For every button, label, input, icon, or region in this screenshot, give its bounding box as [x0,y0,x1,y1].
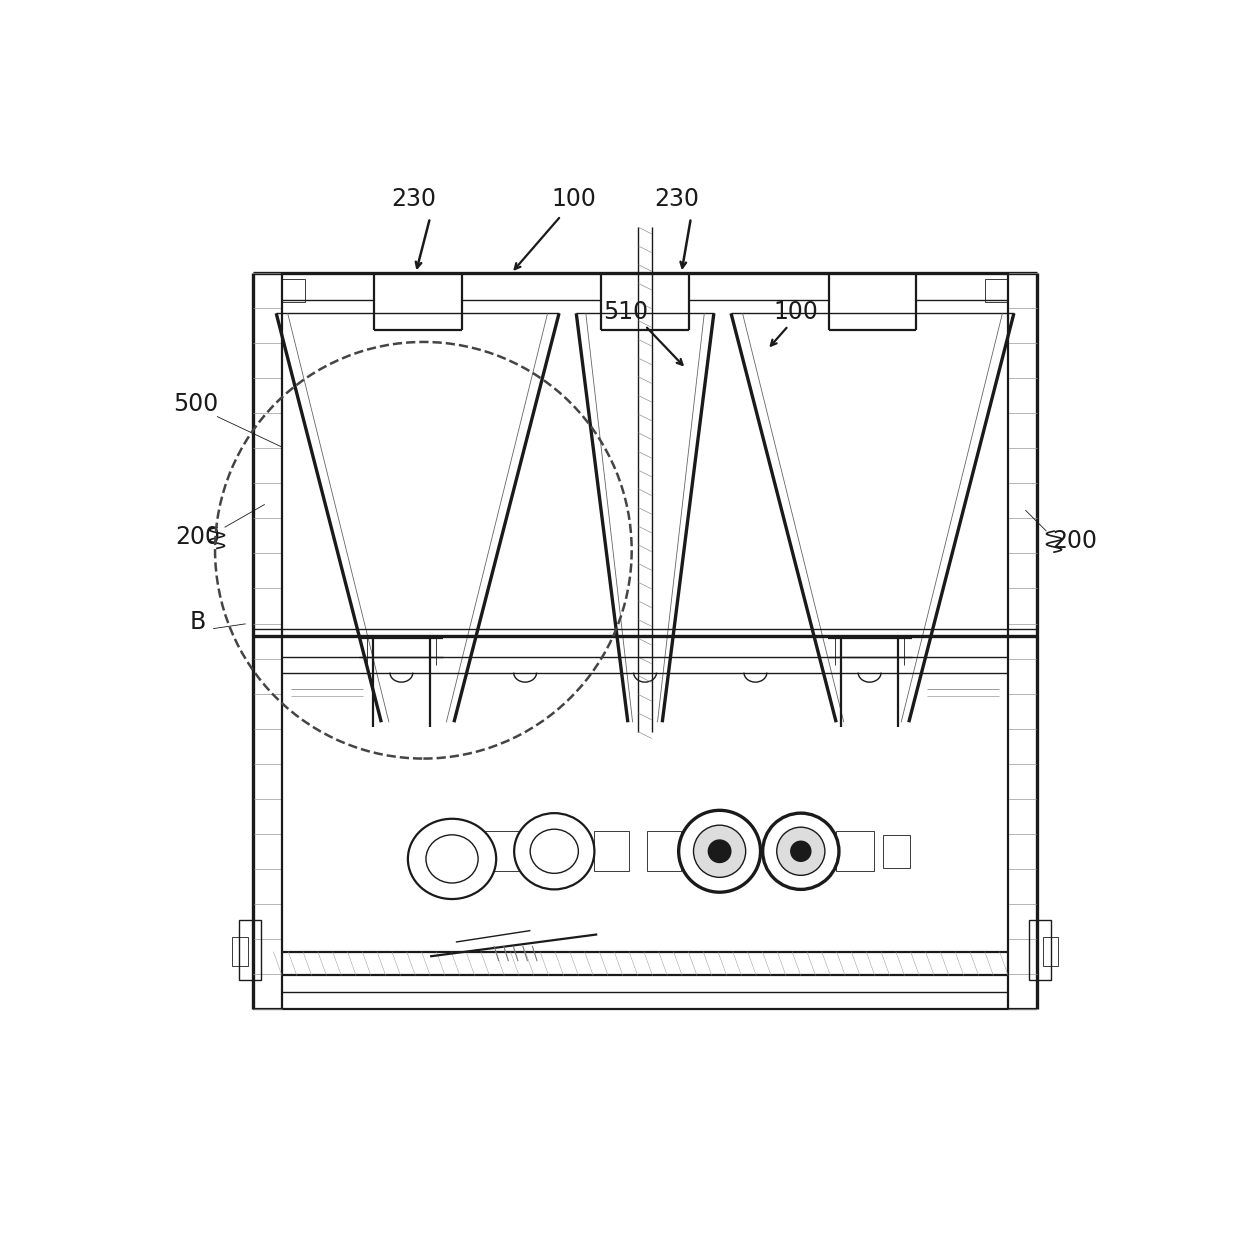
Circle shape [776,828,825,875]
Ellipse shape [408,819,496,898]
Bar [986,279,1008,302]
Circle shape [791,841,811,861]
Text: 230: 230 [392,187,436,211]
Bar [232,937,248,965]
Bar [239,920,260,980]
Ellipse shape [531,829,578,874]
Bar [486,831,523,871]
Text: 200: 200 [1053,530,1097,553]
Bar [1029,920,1052,980]
Text: 100: 100 [551,187,596,211]
Bar [594,831,629,871]
Text: 100: 100 [774,300,818,324]
Bar [647,831,681,871]
Text: 230: 230 [653,187,699,211]
Bar [1043,937,1058,965]
Text: 500: 500 [174,392,218,416]
Ellipse shape [515,813,594,890]
Circle shape [678,810,760,892]
Ellipse shape [427,835,479,884]
Bar [883,834,910,867]
Bar [281,279,305,302]
Circle shape [763,813,839,890]
Circle shape [693,825,745,877]
Bar [836,831,874,871]
Text: 510: 510 [604,300,649,324]
Text: 200: 200 [175,525,221,549]
Text: B: B [190,609,206,634]
Circle shape [708,840,730,862]
